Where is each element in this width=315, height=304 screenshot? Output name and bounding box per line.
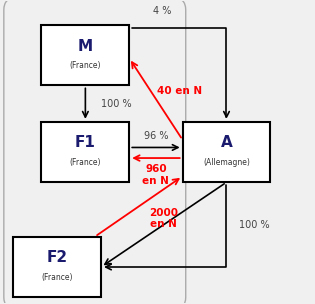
Text: 100 %: 100 % (101, 98, 132, 109)
Bar (42, 25, 129, 85)
Text: (Allemagne): (Allemagne) (203, 158, 250, 167)
Text: 4 %: 4 % (153, 6, 171, 16)
Bar (13, 237, 101, 297)
Text: (France): (France) (41, 273, 73, 282)
Text: A: A (220, 135, 232, 150)
Text: 40 en N: 40 en N (157, 86, 202, 96)
Text: F2: F2 (47, 250, 68, 265)
Text: (France): (France) (70, 61, 101, 70)
Text: (France): (France) (70, 158, 101, 167)
FancyBboxPatch shape (4, 0, 186, 304)
Text: 100 %: 100 % (239, 219, 270, 230)
Text: 960
en N: 960 en N (142, 164, 169, 186)
Bar (183, 122, 270, 182)
Text: M: M (78, 39, 93, 54)
Bar (42, 122, 129, 182)
Text: 96 %: 96 % (144, 131, 168, 141)
Text: F1: F1 (75, 135, 96, 150)
Text: 2000
en N: 2000 en N (149, 208, 178, 230)
